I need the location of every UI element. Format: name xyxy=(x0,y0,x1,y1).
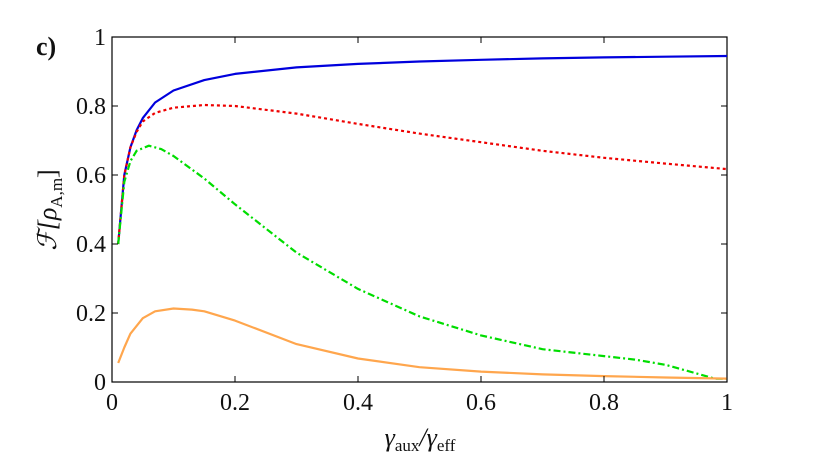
y-axis-label: ℱ[ρA,m] xyxy=(33,169,66,250)
plot-frame xyxy=(111,36,728,383)
y-tick-label-5: 1 xyxy=(94,25,106,51)
x-axis-label-sub1: aux xyxy=(395,436,420,455)
series-line-3 xyxy=(117,307,728,380)
series-line-0 xyxy=(117,54,728,245)
x-axis-label-sub2: eff xyxy=(437,436,456,455)
x-tick-label-2: 0.4 xyxy=(343,390,373,416)
y-tick-label-1: 0.2 xyxy=(76,301,106,327)
series-line-1 xyxy=(117,103,728,245)
y-axis-label-close: ] xyxy=(33,169,62,178)
x-tick-label-3: 0.6 xyxy=(466,390,496,416)
series-layer xyxy=(117,54,728,380)
x-tick-label-4: 0.8 xyxy=(589,390,619,416)
panel-label: c) xyxy=(36,32,56,61)
x-axis-label-sep: /γ xyxy=(417,423,437,452)
x-tick-label-5: 1 xyxy=(721,390,733,416)
x-axis-label-main: γ xyxy=(385,423,396,452)
y-axis-label-sub: A,m xyxy=(47,178,66,208)
x-tick-label-0: 0 xyxy=(106,390,118,416)
y-axis-label-main: ℱ[ρ xyxy=(33,208,62,251)
y-tick-label-4: 0.8 xyxy=(76,94,106,120)
y-tick-label-3: 0.6 xyxy=(76,163,106,189)
series-line-2 xyxy=(117,144,727,380)
x-axis-label: γaux/γeff xyxy=(385,423,456,455)
y-tick-label-2: 0.4 xyxy=(76,232,106,258)
ticks-layer: 0 0.2 0.4 0.6 0.8 1 0 0.2 0.4 0.6 0.8 1 xyxy=(76,25,733,416)
x-tick-label-1: 0.2 xyxy=(220,390,250,416)
y-tick-label-0: 0 xyxy=(94,370,106,396)
